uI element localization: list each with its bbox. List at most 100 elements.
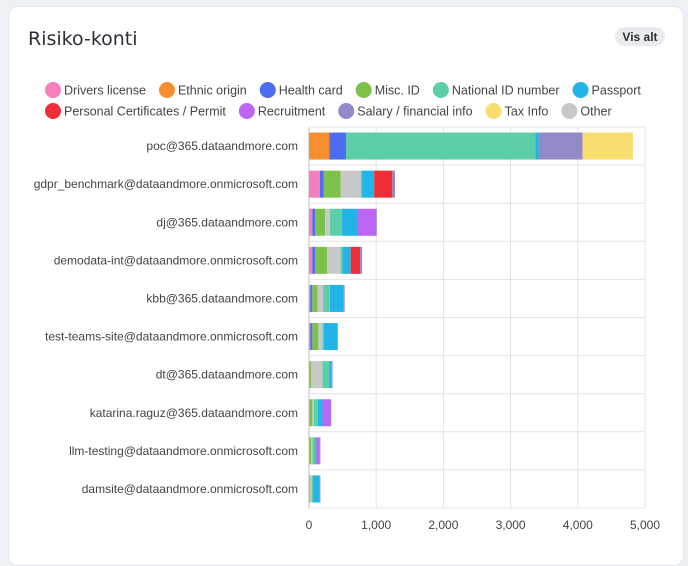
x-tick-label: 0 <box>306 518 313 532</box>
bar-segment <box>309 284 311 312</box>
legend-label: Health card <box>279 84 343 98</box>
bar-segment <box>330 399 332 427</box>
bar-segment <box>362 170 375 198</box>
bar-segment <box>358 208 377 236</box>
bar-segment <box>309 399 310 427</box>
legend-item: Drivers license <box>45 82 146 98</box>
bar-segment <box>309 437 312 465</box>
bar-segment <box>309 246 313 274</box>
x-tick-label: 1,000 <box>361 518 391 532</box>
bar-segment <box>374 170 393 198</box>
y-tick-label: kbb@365.dataandmore.com <box>146 291 298 305</box>
bar-segment <box>313 475 320 503</box>
bar-segment <box>309 208 313 236</box>
bar-segment <box>392 170 396 198</box>
y-tick-label: poc@365.dataandmore.com <box>146 139 298 153</box>
bar-segment <box>323 284 330 312</box>
legend-label: Ethnic origin <box>178 84 247 98</box>
legend-swatch <box>45 103 61 119</box>
y-tick-label: katarina.raguz@365.dataandmore.com <box>90 406 298 420</box>
bar-segment <box>329 361 332 389</box>
legend-item: Personal Certificates / Permit <box>45 103 226 119</box>
bar-segment <box>310 475 312 503</box>
legend-item: Tax Info <box>485 103 549 119</box>
y-tick-label: dt@365.dataandmore.com <box>156 368 298 382</box>
bar-segment <box>360 170 363 198</box>
bar-segment <box>310 323 313 351</box>
legend-item: Health card <box>259 82 343 98</box>
bar-segment <box>309 475 311 503</box>
bar-segment <box>318 323 323 351</box>
bar-segment <box>535 132 539 160</box>
legend-swatch <box>561 103 578 119</box>
x-tick-label: 2,000 <box>428 518 458 532</box>
bar-segment <box>317 399 323 427</box>
legend-label: Salary / financial info <box>357 105 472 119</box>
bar-segment <box>319 437 321 465</box>
bar-segment <box>342 246 351 274</box>
legend-item: Salary / financial info <box>338 103 473 119</box>
legend-swatch <box>158 82 175 98</box>
bar-segment <box>310 284 313 312</box>
show-all-button[interactable]: Vis alt <box>615 27 665 46</box>
bar-segment <box>538 132 583 160</box>
bar-segment <box>316 437 320 465</box>
legend-item: Other <box>561 103 612 119</box>
bar-segment <box>329 284 344 312</box>
bar-segment <box>309 170 320 198</box>
bar-segment <box>331 361 333 389</box>
legend-label: Other <box>580 105 611 119</box>
bar-segment <box>340 170 361 198</box>
bar-segment <box>311 437 313 465</box>
bar-segment <box>313 399 318 427</box>
legend-swatch <box>259 82 276 98</box>
legend-item: Recruitment <box>238 103 326 119</box>
bar-segment <box>322 399 331 427</box>
bar-segment <box>323 323 338 351</box>
bar-segment <box>323 170 341 198</box>
legend-label: Personal Certificates / Permit <box>64 105 226 119</box>
bar-segment <box>311 361 323 389</box>
legend-swatch <box>45 82 61 98</box>
legend-label: Tax Info <box>505 105 549 119</box>
legend-item: Passport <box>572 82 642 98</box>
bar-segment <box>315 208 326 236</box>
legend-label: Drivers license <box>64 84 146 98</box>
bar-segment <box>360 246 363 274</box>
card-title: Risiko-konti <box>28 28 138 50</box>
legend-swatch <box>238 103 255 119</box>
y-tick-label: llm-testing@dataandmore.onmicrosoft.com <box>69 444 298 458</box>
bar-segment <box>343 284 345 312</box>
bar-segment <box>315 246 328 274</box>
bar-segment <box>340 246 343 274</box>
legend-swatch <box>485 103 502 119</box>
bar-segment <box>315 437 317 465</box>
bar-segment <box>582 132 633 160</box>
bar-segment <box>341 208 359 236</box>
x-tick-label: 3,000 <box>496 518 526 532</box>
legend-label: Passport <box>592 84 642 98</box>
bar-segment <box>309 323 311 351</box>
bar-segment <box>376 208 377 236</box>
y-tick-label: test-teams-site@dataandmore.onmicrosoft.… <box>45 330 298 344</box>
legend-item: National ID number <box>432 82 560 98</box>
bar-segment <box>312 246 316 274</box>
bar-segment <box>312 208 316 236</box>
bar-segment <box>325 208 330 236</box>
y-tick-label: demodata-int@dataandmore.onmicrosoft.com <box>54 253 298 267</box>
legend-swatch <box>432 82 449 98</box>
bar-segment <box>311 475 314 503</box>
bar-segment <box>312 284 318 312</box>
legend-item: Misc. ID <box>355 82 420 98</box>
bar-segment <box>312 323 319 351</box>
bar-segment <box>309 399 313 427</box>
bar-segment <box>319 170 324 198</box>
bar-segment <box>350 246 361 274</box>
legend-label: National ID number <box>452 84 560 98</box>
y-tick-label: gdpr_benchmark@dataandmore.onmicrosoft.c… <box>34 177 298 191</box>
bar-segment <box>337 323 338 351</box>
bar-segment <box>327 246 341 274</box>
bar-segment <box>322 361 330 389</box>
bar-segment <box>329 208 342 236</box>
bar-segment <box>309 361 310 389</box>
